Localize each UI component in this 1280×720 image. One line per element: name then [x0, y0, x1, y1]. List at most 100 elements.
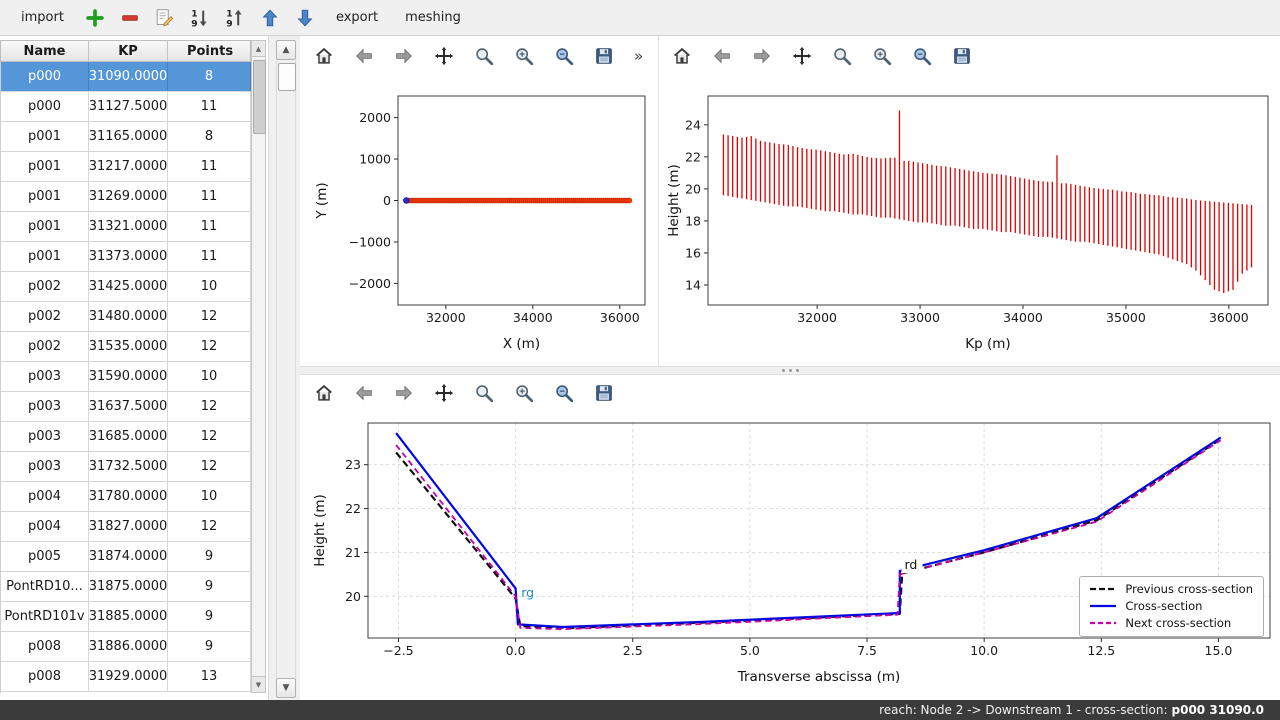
svg-text:1000: 1000: [359, 152, 391, 167]
pan-button[interactable]: [430, 43, 457, 70]
forward-button[interactable]: [748, 43, 775, 70]
pan-button[interactable]: [788, 43, 815, 70]
home-button[interactable]: [310, 43, 337, 70]
table-row[interactable]: p00231425.000010: [1, 272, 251, 302]
sort-ascending-button[interactable]: 19: [222, 5, 248, 31]
table-scrollbar[interactable]: ▲ ▼: [251, 40, 266, 693]
column-header-name[interactable]: Name: [1, 41, 89, 61]
cell-points: 12: [168, 452, 251, 481]
export-button[interactable]: export: [327, 2, 387, 34]
toolbar-overflow-chevron[interactable]: »: [634, 47, 643, 65]
zoom-button[interactable]: [470, 43, 497, 70]
svg-text:18: 18: [685, 213, 701, 228]
panel-scrollbar-thumb[interactable]: [278, 63, 296, 91]
status-bar: reach: Node 2 -> Downstream 1 - cross-se…: [0, 700, 1280, 720]
legend-label: Cross-section: [1125, 599, 1202, 613]
table-row[interactable]: p00131373.000011: [1, 242, 251, 272]
table-row[interactable]: p00131217.000011: [1, 152, 251, 182]
app-toolbar: import 19 19 export meshing: [0, 0, 1280, 36]
panel-scrollbar[interactable]: ▲ ▼: [276, 40, 296, 698]
horizontal-splitter[interactable]: [300, 366, 1280, 375]
column-header-points[interactable]: Points: [168, 41, 252, 61]
move-up-button[interactable]: [257, 5, 283, 31]
add-section-button[interactable]: [82, 5, 108, 31]
plan-view-chart[interactable]: 320003400036000−2000−1000010002000X (m)Y…: [302, 78, 658, 366]
configure-subplots-button[interactable]: [510, 43, 537, 70]
scroll-up-icon[interactable]: ▲: [252, 41, 265, 57]
cell-points: 12: [168, 332, 251, 361]
table-row[interactable]: p00131165.00008: [1, 122, 251, 152]
plus-icon: [84, 7, 106, 29]
forward-icon: [393, 45, 415, 67]
cell-name: p001: [1, 182, 89, 211]
table-row[interactable]: p00031090.00008: [1, 62, 251, 92]
panel-scrollbar-track[interactable]: [276, 60, 296, 678]
profile-chart-toolbar: [668, 39, 975, 73]
cross-section-chart[interactable]: −2.50.02.55.07.510.012.515.020212223rgrd…: [300, 410, 1280, 696]
sort-descending-button[interactable]: 19: [187, 5, 213, 31]
forward-button[interactable]: [390, 380, 417, 407]
table-row[interactable]: p00231480.000012: [1, 302, 251, 332]
svg-text:22: 22: [685, 149, 701, 164]
table-scrollbar-track[interactable]: [252, 57, 265, 676]
table-row[interactable]: p00331637.500012: [1, 392, 251, 422]
scroll-up-button[interactable]: ▲: [276, 40, 296, 60]
svg-text:34000: 34000: [1003, 310, 1043, 325]
zoom-button[interactable]: [470, 380, 497, 407]
configure-subplots-button[interactable]: [510, 380, 537, 407]
back-button[interactable]: [708, 43, 735, 70]
scroll-down-button[interactable]: ▼: [276, 678, 296, 698]
back-icon: [711, 45, 733, 67]
table-scrollbar-thumb[interactable]: [253, 60, 266, 134]
table-row[interactable]: p00331590.000010: [1, 362, 251, 392]
back-button[interactable]: [350, 43, 377, 70]
meshing-button[interactable]: meshing: [396, 2, 470, 34]
zoom-button[interactable]: [828, 43, 855, 70]
table-row[interactable]: p00131321.000011: [1, 212, 251, 242]
back-button[interactable]: [350, 380, 377, 407]
table-row[interactable]: p00431827.000012: [1, 512, 251, 542]
edit-parameters-button[interactable]: [550, 43, 577, 70]
longitudinal-profile-chart[interactable]: 3200033000340003500036000141618202224Kp …: [660, 78, 1276, 366]
cell-kp: 31217.0000: [89, 152, 168, 181]
forward-button[interactable]: [390, 43, 417, 70]
table-row[interactable]: p00031127.500011: [1, 92, 251, 122]
save-button[interactable]: [590, 380, 617, 407]
cell-points: 8: [168, 62, 251, 91]
table-row[interactable]: p00231535.000012: [1, 332, 251, 362]
table-row[interactable]: p00131269.000011: [1, 182, 251, 212]
remove-section-button[interactable]: [117, 5, 143, 31]
cell-name: p001: [1, 122, 89, 151]
cell-points: 11: [168, 212, 251, 241]
x-axis-label: X (m): [503, 336, 540, 352]
table-row[interactable]: PontRD101v31885.00009: [1, 602, 251, 632]
cell-kp: 31269.0000: [89, 182, 168, 211]
cell-points: 9: [168, 632, 251, 661]
scroll-down-icon[interactable]: ▼: [252, 676, 265, 692]
table-row[interactable]: p00431780.000010: [1, 482, 251, 512]
table-row[interactable]: p00831886.00009: [1, 632, 251, 662]
import-button[interactable]: import: [12, 2, 73, 34]
table-row[interactable]: PontRD10...31875.00009: [1, 572, 251, 602]
edit-parameters-button[interactable]: [550, 380, 577, 407]
table-body[interactable]: p00031090.00008p00031127.500011p00131165…: [0, 62, 251, 693]
home-button[interactable]: [310, 380, 337, 407]
save-button[interactable]: [948, 43, 975, 70]
configure-subplots-button[interactable]: [868, 43, 895, 70]
table-row[interactable]: p00331685.000012: [1, 422, 251, 452]
home-button[interactable]: [668, 43, 695, 70]
edit-parameters-button[interactable]: [908, 43, 935, 70]
table-row[interactable]: p00831929.000013: [1, 662, 251, 692]
application-window: import 19 19 export meshing NameKPPoints p00…: [0, 0, 1280, 720]
table-row[interactable]: p00331732.500012: [1, 452, 251, 482]
pan-button[interactable]: [430, 380, 457, 407]
svg-text:14: 14: [685, 277, 701, 292]
table-row[interactable]: p00531874.00009: [1, 542, 251, 572]
move-down-button[interactable]: [292, 5, 318, 31]
edit-section-button[interactable]: [152, 5, 178, 31]
svg-text:12.5: 12.5: [1087, 643, 1115, 658]
cell-name: p002: [1, 272, 89, 301]
pan-icon: [791, 45, 813, 67]
column-header-kp[interactable]: KP: [89, 41, 168, 61]
save-button[interactable]: [590, 43, 617, 70]
